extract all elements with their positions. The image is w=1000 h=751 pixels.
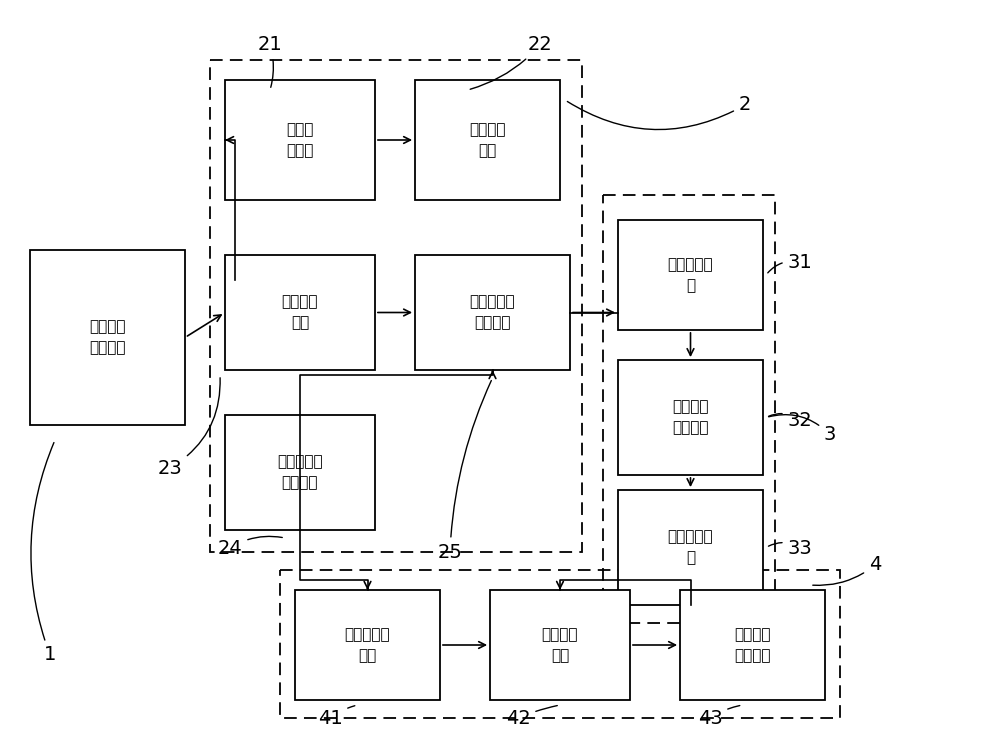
Text: 自来水输入
单元: 自来水输入 单元 bbox=[345, 627, 390, 663]
Bar bbox=[30, 250, 185, 425]
Text: 22: 22 bbox=[470, 35, 552, 89]
Bar bbox=[415, 80, 560, 200]
Text: 工质放热单
元: 工质放热单 元 bbox=[668, 529, 713, 566]
Bar bbox=[618, 360, 763, 475]
Text: 43: 43 bbox=[698, 705, 740, 728]
Text: 31: 31 bbox=[768, 252, 812, 273]
Text: 冷风回收
单元: 冷风回收 单元 bbox=[469, 122, 506, 158]
Text: 冷却风
分配器: 冷却风 分配器 bbox=[286, 122, 314, 158]
Text: 23: 23 bbox=[158, 378, 220, 478]
Text: 24: 24 bbox=[218, 536, 282, 557]
Bar bbox=[225, 255, 375, 370]
Text: 融冰装置
功率部件: 融冰装置 功率部件 bbox=[89, 319, 126, 355]
Text: 41: 41 bbox=[318, 706, 355, 728]
Text: 21: 21 bbox=[258, 35, 282, 87]
Bar bbox=[225, 80, 375, 200]
Text: 1: 1 bbox=[31, 442, 56, 665]
Text: 2: 2 bbox=[567, 95, 751, 130]
Text: 42: 42 bbox=[506, 706, 557, 728]
Text: 32: 32 bbox=[769, 411, 812, 430]
Text: 工质状态
转换单元: 工质状态 转换单元 bbox=[672, 400, 709, 436]
Text: 33: 33 bbox=[768, 538, 812, 557]
Text: 3: 3 bbox=[769, 415, 836, 445]
Bar bbox=[210, 60, 582, 552]
Text: 4: 4 bbox=[813, 556, 881, 585]
Bar bbox=[225, 415, 375, 530]
Text: 冷却风温度
调节单元: 冷却风温度 调节单元 bbox=[277, 454, 323, 490]
Text: 热风回收
单元: 热风回收 单元 bbox=[282, 294, 318, 330]
Bar bbox=[295, 590, 440, 700]
Bar bbox=[415, 255, 570, 370]
Bar bbox=[618, 490, 763, 605]
Text: 热量转化
单元: 热量转化 单元 bbox=[542, 627, 578, 663]
Bar bbox=[280, 570, 840, 718]
Text: 25: 25 bbox=[438, 381, 491, 562]
Bar bbox=[680, 590, 825, 700]
Text: 生活热水
供应单元: 生活热水 供应单元 bbox=[734, 627, 771, 663]
Text: 热量回收及
交换单元: 热量回收及 交换单元 bbox=[470, 294, 515, 330]
Bar bbox=[490, 590, 630, 700]
Bar bbox=[603, 195, 775, 623]
Bar bbox=[618, 220, 763, 330]
Text: 工质吸热单
元: 工质吸热单 元 bbox=[668, 257, 713, 293]
